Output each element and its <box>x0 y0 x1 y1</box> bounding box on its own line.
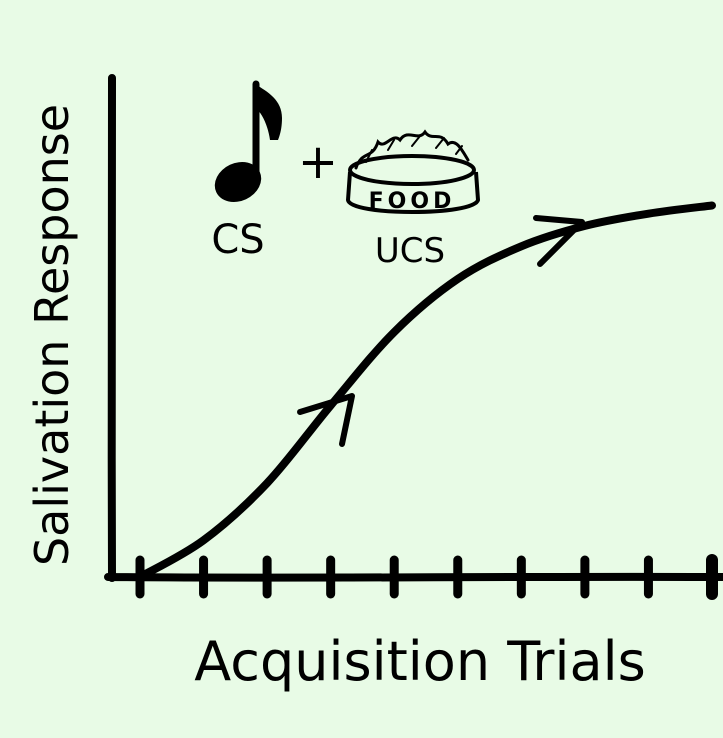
plus-sign: + <box>298 134 338 190</box>
series-curve <box>136 201 716 581</box>
x-axis-ticks <box>135 554 718 600</box>
curve-arrows <box>297 215 585 447</box>
cs-label: CS <box>211 217 264 263</box>
series-line <box>136 201 716 581</box>
x-axis-label: Acquisition Trials <box>194 630 645 693</box>
ucs-label: UCS <box>375 231 445 271</box>
curve-arrow-1 <box>297 393 355 447</box>
bowl-text: FOOD <box>369 189 456 214</box>
curve-arrow-2 <box>533 215 585 267</box>
music-note-icon <box>214 80 282 202</box>
y-axis-label: Salivation Response <box>25 104 79 566</box>
axes <box>104 74 723 582</box>
y-axis-line <box>107 74 117 582</box>
food-bowl-icon <box>346 129 480 214</box>
x-axis-line <box>104 572 723 582</box>
